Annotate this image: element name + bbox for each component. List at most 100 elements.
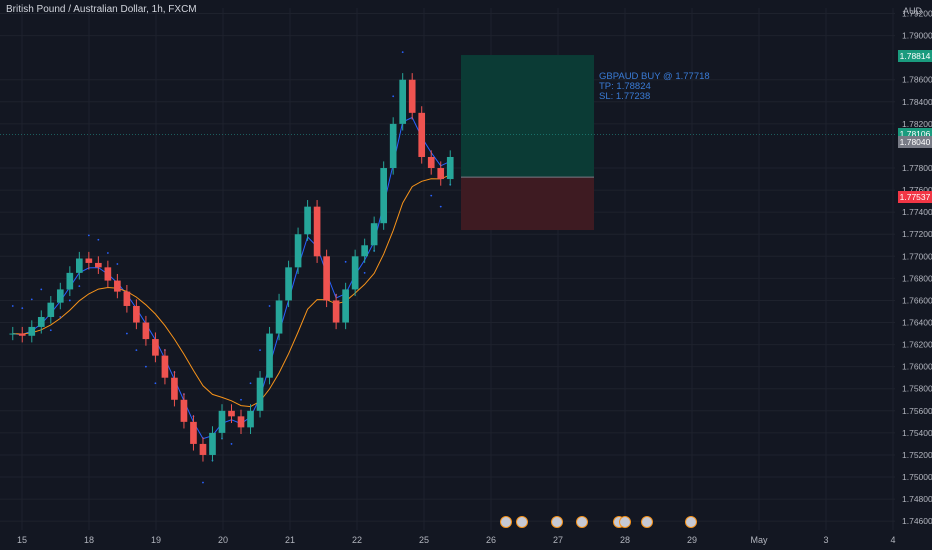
psar-dot — [439, 205, 442, 208]
candle-body — [313, 206, 321, 257]
candle-body — [161, 355, 169, 378]
chart-title: British Pound / Australian Dollar, 1h, F… — [6, 4, 197, 15]
event-icons[interactable] — [500, 516, 697, 528]
candle-body — [294, 234, 302, 268]
x-tick-label: 18 — [84, 535, 94, 545]
psar-dot — [49, 329, 52, 332]
economic-event-icon[interactable] — [641, 516, 653, 528]
x-tick-label: 3 — [823, 535, 828, 545]
y-tick-label: 1.75400 — [902, 428, 932, 438]
economic-event-icon[interactable] — [516, 516, 528, 528]
ema-slow-line — [12, 174, 451, 408]
y-tick-label: 1.78600 — [902, 75, 932, 85]
psar-dot — [40, 288, 43, 291]
psar-dot — [11, 305, 14, 307]
y-tick-label: 1.77200 — [902, 229, 932, 239]
x-tick-label: 26 — [486, 535, 496, 545]
y-axis-labels: 1.79200 1.79000 1.78600 1.78400 1.78200 1.778… — [902, 9, 932, 527]
candle-body — [47, 302, 55, 318]
grid-lines — [0, 8, 895, 530]
candle-body — [228, 410, 235, 417]
price-tag: 1.77537 — [898, 191, 932, 204]
candle-body — [152, 339, 159, 356]
candle-body — [171, 377, 178, 400]
y-tick-label: 1.74800 — [902, 494, 932, 504]
psar-dot — [78, 285, 81, 288]
economic-event-icon[interactable] — [685, 516, 697, 528]
x-tick-label: 25 — [419, 535, 429, 545]
x-tick-label: 15 — [17, 535, 27, 545]
candle-body — [408, 79, 416, 113]
y-tick-label: 1.76800 — [902, 273, 932, 283]
economic-event-icon[interactable] — [619, 516, 631, 528]
psar-dot — [87, 234, 90, 237]
psar-dot — [401, 51, 404, 54]
candle-body — [218, 410, 226, 433]
x-tick-label: 28 — [620, 535, 630, 545]
psar-dot — [68, 299, 71, 302]
candle-body — [399, 79, 407, 124]
economic-event-icon[interactable] — [576, 516, 588, 528]
y-tick-label: 1.76600 — [902, 295, 932, 305]
y-tick-label: 1.75200 — [902, 450, 932, 460]
candle-body — [342, 289, 349, 323]
candle-body — [266, 333, 273, 378]
price-tag: 1.78814 — [898, 50, 932, 63]
candle-body — [323, 256, 330, 301]
candle-body — [361, 245, 368, 257]
candle-body — [37, 317, 45, 327]
psar-dot — [21, 307, 24, 310]
candle-body — [304, 206, 311, 235]
candle-body — [332, 300, 340, 323]
candle-body — [76, 258, 83, 273]
y-tick-label: 1.77800 — [902, 163, 932, 173]
candle-body — [180, 399, 188, 422]
position-box[interactable] — [0, 55, 895, 231]
candle-body — [142, 322, 150, 340]
candle-body — [104, 267, 112, 281]
candle-body — [114, 280, 121, 292]
x-tick-label: 19 — [151, 535, 161, 545]
take-profit-zone[interactable] — [461, 55, 594, 178]
y-tick-label: 1.79200 — [902, 9, 932, 19]
candle-body — [123, 291, 131, 306]
psar-dot — [154, 382, 157, 385]
y-tick-label: 1.74600 — [902, 516, 932, 526]
x-tick-label: 20 — [218, 535, 228, 545]
psar-dot — [30, 298, 33, 301]
x-tick-label: 21 — [285, 535, 295, 545]
candle-body — [28, 326, 36, 336]
economic-event-icon[interactable] — [500, 516, 512, 528]
psar-dot — [97, 238, 100, 241]
psar-dot — [145, 365, 147, 368]
y-tick-label: 1.78200 — [902, 119, 932, 129]
psar-dot — [135, 349, 138, 352]
candle-body — [418, 112, 426, 157]
candle-body — [133, 305, 140, 323]
psar-dot — [116, 263, 119, 265]
trade-note-line-3: SL: 1.77238 — [599, 91, 651, 102]
psar-dot — [202, 481, 204, 484]
economic-event-icon[interactable] — [551, 516, 563, 528]
candle-body — [18, 333, 26, 336]
candle-body — [275, 300, 283, 334]
y-tick-label: 1.77600 — [902, 185, 932, 195]
trade-note-line-2: TP: 1.78824 — [599, 81, 651, 92]
candle-body — [351, 256, 359, 290]
candle-body — [190, 421, 197, 444]
candle-body — [380, 168, 387, 224]
x-tick-label: May — [750, 535, 768, 545]
psar-dot — [59, 316, 62, 318]
candle-body — [56, 289, 64, 303]
x-tick-label: 27 — [553, 535, 563, 545]
candle-body — [66, 272, 74, 290]
candle-body — [446, 156, 454, 180]
y-tick-label: 1.76000 — [902, 362, 932, 372]
candle-body — [370, 223, 378, 246]
stop-loss-zone[interactable] — [461, 177, 594, 231]
psar-dot — [230, 443, 233, 445]
y-tick-label: 1.75800 — [902, 384, 932, 394]
candle-body — [256, 377, 264, 411]
psar-dot — [430, 194, 433, 197]
